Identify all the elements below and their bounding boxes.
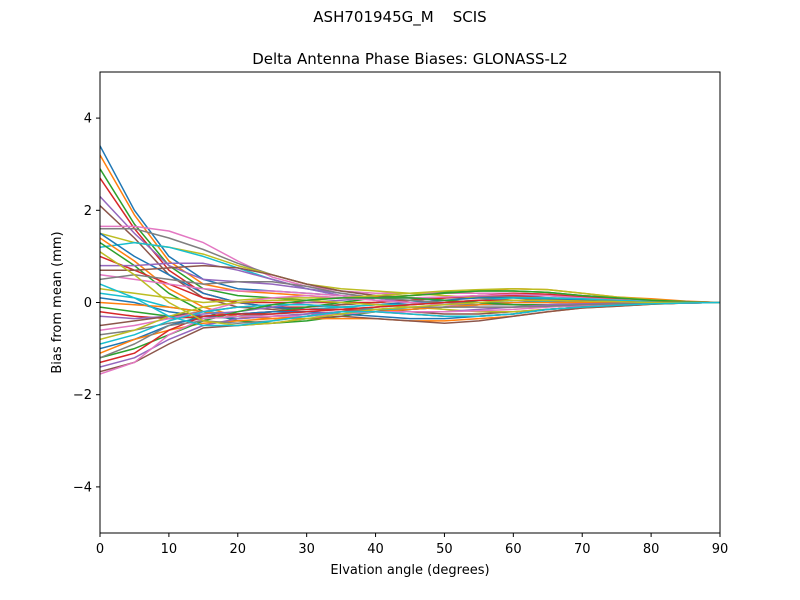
x-axis-label: Elvation angle (degrees) [330, 563, 489, 578]
y-axis-label: Bias from mean (mm) [50, 231, 65, 373]
series-line-s39 [100, 251, 720, 327]
x-tick-label: 70 [574, 542, 591, 557]
x-tick-label: 60 [505, 542, 522, 557]
x-axis: 0 10 20 30 40 50 60 70 80 90 [96, 533, 728, 557]
y-tick-label: −2 [73, 388, 92, 403]
x-tick-label: 40 [367, 542, 384, 557]
y-tick-label: 4 [84, 112, 92, 127]
x-tick-label: 10 [161, 542, 178, 557]
y-tick-label: 0 [84, 296, 92, 311]
series-line-s36 [100, 301, 720, 373]
series-line-s9 [100, 232, 720, 304]
y-axis: −4 −2 0 2 4 [73, 112, 100, 495]
x-tick-label: 30 [298, 542, 315, 557]
series-line-s40 [100, 283, 720, 327]
series-line-s1 [100, 145, 720, 304]
y-tick-label: −4 [73, 480, 92, 495]
series-line-s2 [100, 154, 720, 304]
chart-title: Delta Antenna Phase Biases: GLONASS-L2 [252, 50, 568, 68]
y-tick-label: 2 [84, 204, 92, 219]
figure-suptitle: ASH701945G_M SCIS [313, 8, 487, 26]
x-tick-label: 90 [712, 542, 729, 557]
x-tick-label: 80 [643, 542, 660, 557]
x-tick-label: 50 [436, 542, 453, 557]
series-layer [100, 145, 720, 375]
series-line-s32 [100, 301, 720, 354]
series-line-s19 [100, 287, 720, 304]
x-tick-label: 0 [96, 542, 104, 557]
x-tick-label: 20 [230, 542, 247, 557]
